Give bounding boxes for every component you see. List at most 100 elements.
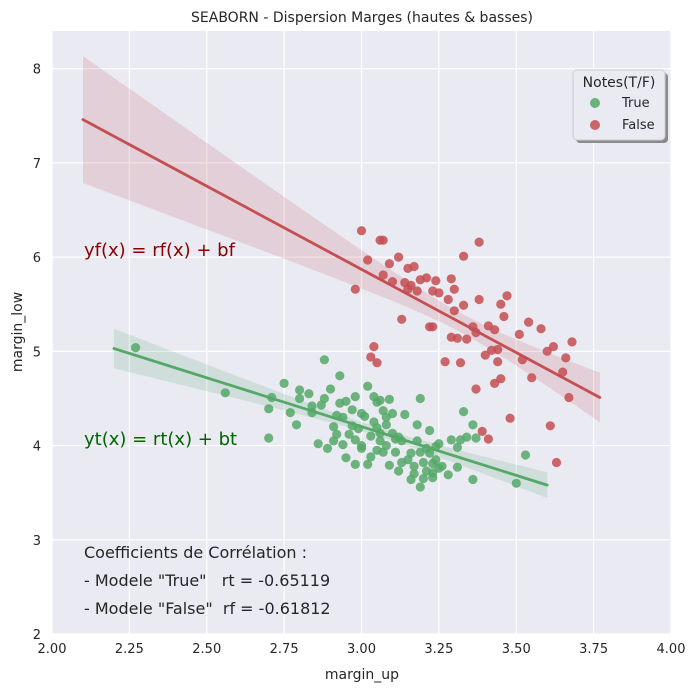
true-equation: yt(x) = rt(x) + bt [84,429,237,450]
x-tick-labels: 2.00 2.25 2.50 2.75 3.00 3.25 3.50 3.75 4.00 [38,642,686,657]
point-true [452,462,462,472]
point-false [567,337,577,347]
y-axis-label: margin_low [10,292,26,372]
point-false [496,299,506,309]
point-false [363,255,373,265]
point-true [381,420,391,430]
point-true [409,469,419,479]
point-false [412,286,422,296]
point-false [536,324,546,334]
x-tick-label: 2.00 [38,642,67,657]
point-false [548,342,559,352]
point-false [474,294,484,305]
point-true [425,448,435,458]
point-true [350,435,360,445]
point-true [400,409,410,420]
point-false [527,373,537,383]
x-tick-label: 2.50 [192,642,221,657]
point-false [397,314,407,324]
legend-title: Notes(T/F) [583,75,656,91]
y-tick-label: 8 [33,63,41,78]
point-true [390,447,401,457]
point-false [378,235,388,245]
point-true [462,432,472,442]
point-true [344,429,354,439]
point-false [499,311,509,322]
point-true [511,478,521,488]
point-true [350,392,360,402]
false-equation: yf(x) = rf(x) + bf [84,240,236,261]
point-true [347,405,357,415]
legend-marker-true [590,98,600,108]
point-true [468,420,478,430]
regression-line-false [81,118,602,399]
point-true [307,401,317,411]
y-tick-labels: 2 3 4 5 6 7 8 [33,63,41,643]
point-true [329,422,339,432]
point-true [520,450,531,460]
point-true [471,433,481,443]
point-true [304,389,314,399]
legend-label-false: False [622,118,655,133]
point-true [418,473,428,484]
point-false [505,413,515,423]
point-true [431,455,441,465]
point-false [428,322,438,332]
point-false [440,357,450,367]
legend: Notes(T/F) True False [572,69,668,143]
point-true [319,393,329,404]
point-false [551,457,562,468]
point-true [264,433,274,443]
point-true [384,394,394,404]
point-true [428,473,438,483]
point-true [468,474,478,485]
point-true [319,355,329,365]
point-true [375,395,385,405]
point-false [493,357,503,367]
correlation-title: Coefficients de Corrélation : [84,543,307,562]
point-false [462,334,472,344]
point-true [338,440,348,450]
point-true [366,452,376,462]
point-false [471,384,481,394]
x-tick-label: 2.75 [270,642,299,657]
point-true [412,420,422,430]
x-tick-label: 3.00 [347,642,376,657]
point-false [421,273,432,283]
point-false [443,294,453,305]
point-false [378,270,388,280]
point-true [335,371,345,381]
x-axis-label: margin_up [325,667,399,683]
point-true [425,425,435,436]
x-tick-label: 3.25 [424,642,453,657]
point-false [350,284,360,294]
point-true [332,429,342,439]
point-false [524,317,534,327]
y-tick-label: 5 [33,345,41,360]
point-true [341,453,351,463]
point-true [363,459,373,469]
point-true [279,378,289,388]
x-tick-label: 3.50 [502,642,531,657]
point-true [459,407,469,417]
point-false [356,226,367,236]
point-false [564,392,574,403]
point-false [558,367,568,377]
point-true [350,459,360,469]
y-tick-label: 7 [33,157,41,172]
x-tick-label: 2.25 [115,642,144,657]
point-false [496,374,506,384]
point-true [434,439,444,449]
point-true [415,393,425,404]
point-true [415,482,425,492]
point-true [387,408,398,419]
point-true [452,442,462,452]
x-tick-label: 3.75 [579,642,608,657]
point-false [384,259,394,269]
point-false [561,353,571,363]
point-true [394,466,404,476]
point-false [449,284,459,294]
point-true [418,457,428,468]
point-true [384,460,394,470]
